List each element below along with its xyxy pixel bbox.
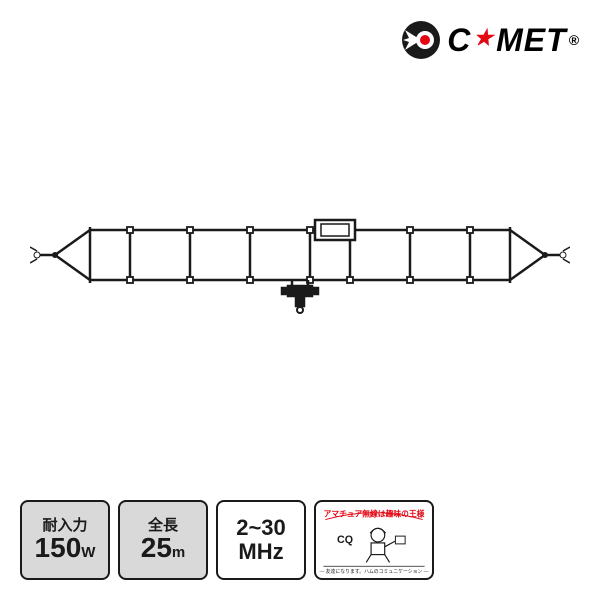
amateur-logo: アマチュア無線は趣味の王様 CQ — 友達になります。ハムのコミュニケーション … xyxy=(316,504,432,576)
star-icon: ★ xyxy=(473,25,494,51)
spec-length-valrow: 25m xyxy=(141,534,186,562)
brand-right: MET xyxy=(496,22,567,59)
amateur-sub: — 友達になります。ハムのコミュニケーション — xyxy=(319,568,428,575)
amateur-cq: CQ xyxy=(337,534,353,546)
brand-text: C ★ MET ® xyxy=(447,22,580,59)
spec-length: 全長 25m xyxy=(118,500,208,580)
brand-logo: C ★ MET ® xyxy=(401,20,580,60)
spec-length-value: 25 xyxy=(141,532,172,563)
spec-row: 耐入力 150W 全長 25m 2~30 MHz アマチュア無線は趣味の王様 C… xyxy=(20,500,434,580)
spec-power: 耐入力 150W xyxy=(20,500,110,580)
spec-length-unit: m xyxy=(172,544,185,561)
spec-freq-unit: MHz xyxy=(238,540,283,564)
antenna-diagram xyxy=(30,210,570,330)
spec-power-unit: W xyxy=(81,544,95,561)
comet-icon xyxy=(401,20,441,60)
spec-freq-value: 2~30 xyxy=(236,516,286,540)
spec-power-value: 150 xyxy=(35,532,82,563)
brand-left: C xyxy=(447,22,471,59)
registered-mark: ® xyxy=(569,32,580,48)
amateur-banner-text: アマチュア無線は趣味の王様 xyxy=(324,509,425,519)
spec-freq: 2~30 MHz xyxy=(216,500,306,580)
spec-amateur: アマチュア無線は趣味の王様 CQ — 友達になります。ハムのコミュニケーション … xyxy=(314,500,434,580)
spec-power-valrow: 150W xyxy=(35,534,96,562)
